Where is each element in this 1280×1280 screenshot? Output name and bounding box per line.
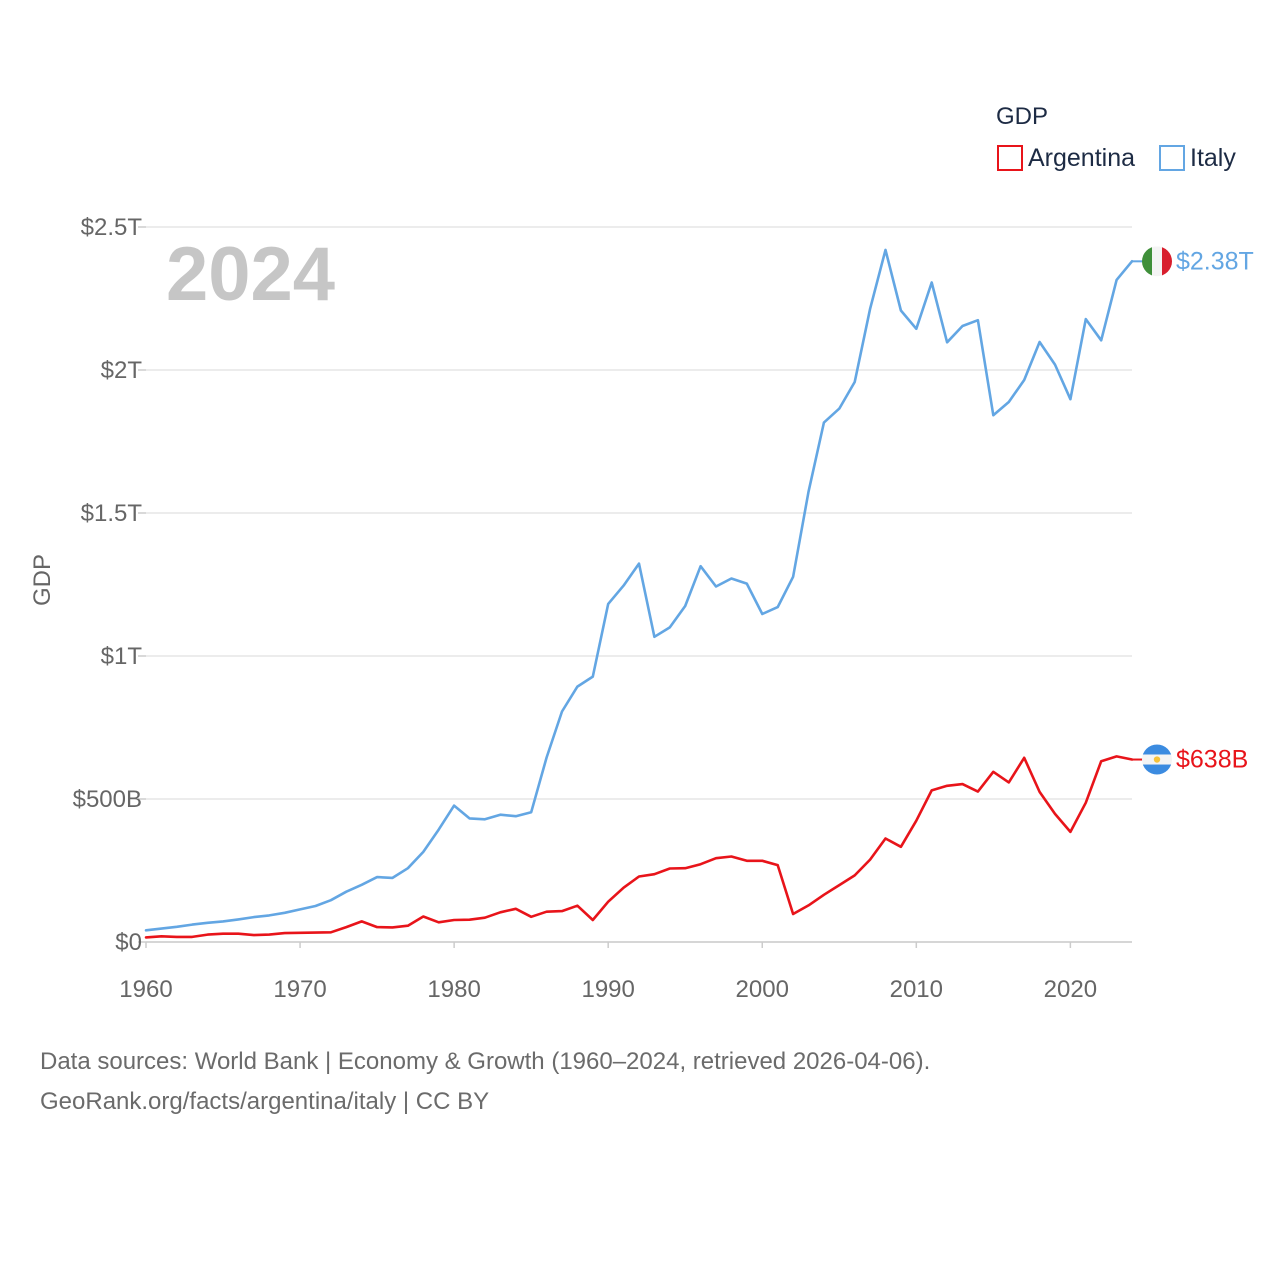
x-tick-label: 1960	[119, 976, 172, 1003]
series	[144, 248, 1134, 939]
x-tick-label: 1970	[273, 976, 326, 1003]
x-tick-label: 1990	[581, 976, 634, 1003]
x-tick-label: 1980	[427, 976, 480, 1003]
y-tick-label: $2T	[101, 357, 143, 384]
y-tick-label: $0	[115, 929, 142, 956]
legend-label-italy: Italy	[1190, 144, 1236, 172]
legend-swatch-argentina	[997, 145, 1023, 171]
x-tick-label: 2020	[1044, 976, 1097, 1003]
end-value-label-italy: $2.38T	[1176, 247, 1254, 275]
legend-title: GDP	[996, 103, 1048, 130]
y-tick-label: $2.5T	[81, 214, 143, 241]
gridlines	[146, 226, 1132, 943]
source-link-text[interactable]: GeoRank.org/facts/argentina/italy | CC B…	[40, 1088, 490, 1115]
legend: GDP Argentina Italy	[996, 103, 1236, 172]
legend-swatch-italy	[1159, 145, 1185, 171]
end-marker-argentina: $638B	[1132, 744, 1248, 775]
italy-flag-icon	[1142, 246, 1172, 277]
y-tick-label: $500B	[73, 786, 142, 813]
axes: $0 $500B $1T $1.5T $2T $2.5T 1960 1970 1980 1990 2…	[73, 214, 1132, 1003]
footer: Data sources: World Bank | Economy & Gro…	[40, 1042, 1240, 1122]
end-marker-italy: $2.38T	[1132, 246, 1254, 277]
argentina-flag-icon	[1142, 744, 1172, 775]
series-line-italy	[144, 248, 1134, 932]
end-markers: $638B $2.38T	[1132, 246, 1254, 775]
legend-item-argentina[interactable]: Argentina	[997, 144, 1135, 172]
y-tick-label: $1.5T	[81, 500, 143, 527]
legend-item-italy[interactable]: Italy	[1159, 144, 1236, 172]
y-axis-label: GDP	[29, 554, 56, 606]
data-sources-text: Data sources: World Bank | Economy & Gro…	[40, 1048, 931, 1075]
legend-label-argentina: Argentina	[1028, 144, 1135, 172]
series-line-argentina	[144, 755, 1134, 939]
x-tick-label: 2010	[890, 976, 943, 1003]
y-tick-label: $1T	[101, 643, 143, 670]
year-label: 2024	[166, 232, 335, 317]
end-value-label-argentina: $638B	[1176, 746, 1248, 774]
x-tick-label: 2000	[736, 976, 789, 1003]
